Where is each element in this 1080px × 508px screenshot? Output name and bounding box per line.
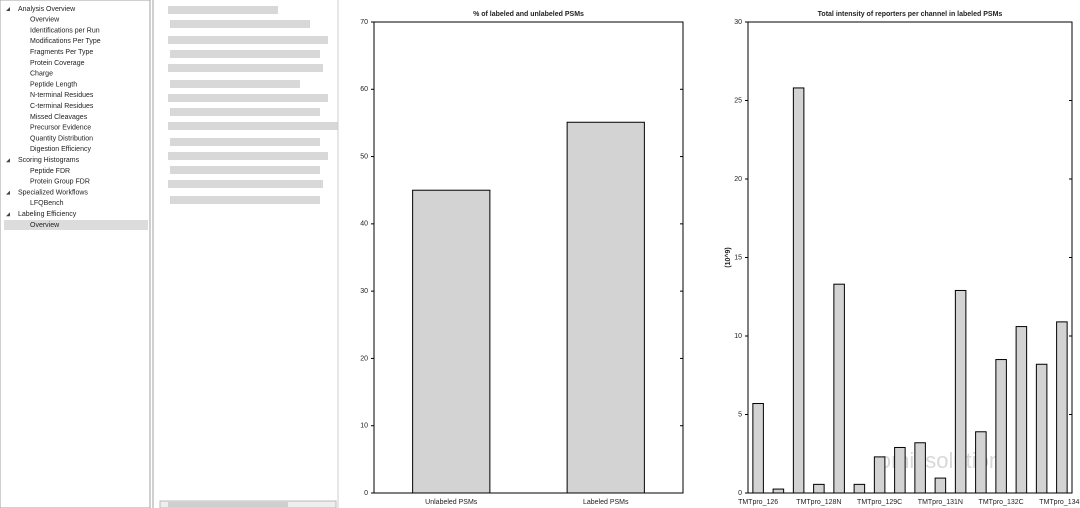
y-tick-label: 10 bbox=[360, 423, 368, 430]
bar bbox=[566, 121, 645, 494]
plot-frame bbox=[373, 21, 684, 494]
tree-item[interactable]: Modifications Per Type bbox=[30, 38, 101, 45]
tree: Analysis Overview Overview Identifications… bbox=[6, 6, 101, 229]
x-tick-label: TMTpro_131N bbox=[918, 499, 963, 506]
y-tick-label: 50 bbox=[360, 153, 368, 160]
bar bbox=[792, 87, 805, 494]
y-tick-label: 30 bbox=[360, 288, 368, 295]
tree-item[interactable]: Digestion Efficiency bbox=[30, 146, 91, 153]
y-tick-label: 0 bbox=[364, 490, 368, 497]
x-tick-label: Unlabeled PSMs bbox=[425, 499, 478, 506]
tree-item[interactable]: N-terminal Residues bbox=[30, 92, 94, 99]
tree-group[interactable]: Specialized Workflows bbox=[18, 189, 88, 196]
expand-arrow bbox=[6, 7, 10, 11]
tree-item[interactable]: Precursor Evidence bbox=[30, 125, 91, 132]
chart-title: Total intensity of reporters per channel… bbox=[818, 11, 1003, 18]
tree-item[interactable]: Protein Group FDR bbox=[30, 179, 90, 186]
y-tick-label: 40 bbox=[360, 221, 368, 228]
x-tick-label: TMTpro_126 bbox=[738, 499, 778, 506]
bar bbox=[934, 477, 947, 494]
tree-group[interactable]: Scoring Histograms bbox=[18, 157, 80, 164]
x-tick-label: TMTpro_128N bbox=[796, 499, 841, 506]
bar bbox=[995, 359, 1007, 494]
expand-arrow bbox=[6, 158, 10, 163]
x-tick-label: TMTpro_132C bbox=[979, 499, 1024, 506]
tree-item[interactable]: Quantity Distribution bbox=[30, 135, 93, 142]
tree-item[interactable]: Identifications per Run bbox=[30, 27, 100, 34]
y-tick-label: 0 bbox=[738, 490, 742, 497]
tree-item[interactable]: Charge bbox=[30, 71, 53, 78]
y-tick-label: 15 bbox=[734, 254, 742, 261]
bar bbox=[873, 456, 886, 494]
bar bbox=[1015, 326, 1028, 494]
plot-frame bbox=[747, 21, 1073, 494]
bar bbox=[894, 446, 906, 494]
selection-highlight bbox=[4, 220, 148, 230]
x-tick-label: TMTpro_129C bbox=[857, 499, 902, 506]
y-tick-label: 20 bbox=[734, 176, 742, 183]
blurred-list bbox=[168, 6, 338, 204]
scrollbar-thumb[interactable] bbox=[168, 502, 288, 507]
expand-arrow bbox=[6, 212, 10, 217]
tree-item[interactable]: Protein Coverage bbox=[30, 60, 85, 67]
y-tick-label: 10 bbox=[734, 333, 742, 340]
y-tick-label: 25 bbox=[734, 97, 742, 104]
bar bbox=[833, 283, 845, 494]
tree-item[interactable]: Peptide FDR bbox=[30, 168, 70, 175]
bar bbox=[813, 483, 825, 494]
tree-panel bbox=[0, 0, 151, 508]
x-tick-label: Labeled PSMs bbox=[583, 499, 629, 506]
bar bbox=[853, 483, 866, 494]
tree-item[interactable]: Peptide Length bbox=[30, 81, 77, 88]
tree-item[interactable]: Overview bbox=[30, 222, 60, 229]
tree-item[interactable]: C-terminal Residues bbox=[30, 103, 94, 110]
y-tick-label: 60 bbox=[360, 86, 368, 93]
tree-item[interactable]: Overview bbox=[30, 17, 60, 24]
y-axis-label: (10^9) bbox=[724, 247, 732, 267]
tree-group[interactable]: Labeling Efficiency bbox=[18, 211, 77, 218]
bar bbox=[914, 442, 926, 494]
chart-title: % of labeled and unlabeled PSMs bbox=[473, 11, 584, 18]
tree-item[interactable]: Missed Cleavages bbox=[30, 114, 88, 121]
y-tick-label: 30 bbox=[734, 19, 742, 26]
bar bbox=[975, 431, 987, 494]
bar bbox=[1035, 363, 1048, 494]
tree-group[interactable]: Analysis Overview bbox=[18, 6, 76, 13]
bar bbox=[954, 289, 967, 494]
tree-item[interactable]: Fragments Per Type bbox=[30, 49, 93, 56]
tree-item[interactable]: LFQBench bbox=[30, 200, 64, 207]
bar bbox=[752, 403, 764, 494]
y-tick-label: 70 bbox=[360, 19, 368, 26]
y-tick-label: 5 bbox=[738, 411, 742, 418]
bar bbox=[412, 189, 491, 494]
bar bbox=[772, 488, 785, 494]
expand-arrow bbox=[6, 190, 10, 195]
y-tick-label: 20 bbox=[360, 355, 368, 362]
x-tick-label: TMTpro_134N bbox=[1039, 499, 1080, 506]
bar bbox=[1056, 321, 1068, 494]
